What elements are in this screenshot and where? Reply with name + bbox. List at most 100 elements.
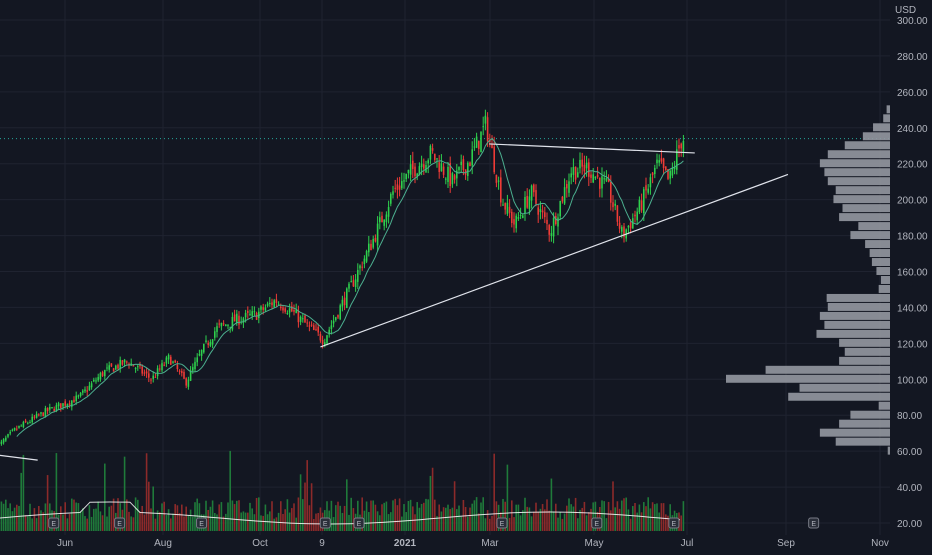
volume-bar xyxy=(478,513,480,531)
volume-bar xyxy=(441,511,443,531)
candle-body xyxy=(577,172,579,177)
candle[interactable] xyxy=(113,368,115,372)
volume-bar xyxy=(542,504,544,531)
candle-body xyxy=(86,390,88,391)
y-tick-label: 140.00 xyxy=(897,303,928,314)
volume-bar xyxy=(337,502,339,531)
earnings-marker[interactable]: E xyxy=(197,518,207,528)
candle-body xyxy=(225,324,227,325)
candle-body xyxy=(441,163,443,171)
earnings-marker[interactable]: E xyxy=(354,518,364,528)
volume-profile-bar xyxy=(850,231,890,239)
candle-body xyxy=(529,196,531,209)
candle-body xyxy=(214,331,216,337)
earnings-marker[interactable]: E xyxy=(115,518,125,528)
candle[interactable] xyxy=(42,412,44,416)
candle[interactable] xyxy=(273,299,275,308)
candle-body xyxy=(513,219,515,224)
volume-bar xyxy=(465,507,467,531)
volume-bar xyxy=(148,482,150,531)
candle-body xyxy=(12,430,14,431)
volume-bar xyxy=(665,514,667,531)
candle-body xyxy=(254,311,256,312)
candle-body xyxy=(346,288,348,307)
candle-body xyxy=(203,344,205,352)
volume-bar xyxy=(18,506,20,531)
candle-body xyxy=(452,173,454,184)
volume-bar xyxy=(174,504,176,531)
x-tick-label: Oct xyxy=(252,538,268,549)
earnings-marker[interactable]: E xyxy=(592,518,602,528)
candle-body xyxy=(401,181,403,188)
candle[interactable] xyxy=(339,304,341,321)
volume-bar xyxy=(133,517,135,531)
candle-body xyxy=(533,185,535,193)
earnings-marker[interactable]: E xyxy=(49,518,59,528)
candle-body xyxy=(518,217,520,219)
candle-body xyxy=(526,196,528,208)
volume-bar xyxy=(234,504,236,531)
volume-bar xyxy=(639,505,641,531)
volume-bar xyxy=(300,474,302,531)
y-tick-label: 300.00 xyxy=(897,16,928,27)
volume-profile-bar xyxy=(820,312,890,320)
volume-bar xyxy=(238,500,240,531)
candle-body xyxy=(469,163,471,167)
volume-bar xyxy=(509,518,511,531)
volume-bar xyxy=(80,512,82,531)
candle-body xyxy=(104,370,106,376)
volume-profile-bar xyxy=(858,222,890,230)
volume-bar xyxy=(315,514,317,531)
candle-body xyxy=(423,164,425,168)
candle-body xyxy=(207,343,209,345)
candle-body xyxy=(361,267,363,268)
volume-bar xyxy=(71,499,73,531)
volume-bar xyxy=(394,499,396,531)
candle-body xyxy=(586,163,588,169)
candle-body xyxy=(683,141,685,152)
candle[interactable] xyxy=(203,344,205,354)
candle-body xyxy=(606,178,608,181)
earnings-marker-label: E xyxy=(672,521,677,528)
candle-body xyxy=(614,204,616,206)
earnings-marker[interactable]: E xyxy=(669,518,679,528)
volume-bar xyxy=(67,518,69,531)
volume-bar xyxy=(225,514,227,531)
earnings-marker[interactable]: E xyxy=(320,518,330,528)
candle-body xyxy=(636,212,638,221)
volume-bar xyxy=(298,497,300,531)
volume-bar xyxy=(588,512,590,531)
candle[interactable] xyxy=(346,287,348,308)
candle-body xyxy=(75,396,77,402)
candle-body xyxy=(414,167,416,177)
candle-body xyxy=(320,334,322,340)
candle-body xyxy=(427,160,429,163)
earnings-marker[interactable]: E xyxy=(497,518,507,528)
candle-body xyxy=(144,373,146,374)
candle-body xyxy=(368,244,370,253)
candle-body xyxy=(227,325,229,326)
candle-body xyxy=(568,181,570,192)
volume-bar xyxy=(515,505,517,531)
candle-body xyxy=(271,302,273,305)
earnings-marker[interactable]: E xyxy=(809,518,819,528)
candle-body xyxy=(34,417,36,418)
y-tick-label: 20.00 xyxy=(897,519,922,530)
candle-body xyxy=(317,327,319,333)
candle-body xyxy=(359,266,361,269)
candle-body xyxy=(102,372,104,376)
volume-bar xyxy=(247,513,249,531)
candle-body xyxy=(645,185,647,190)
candle-body xyxy=(159,369,161,370)
candle[interactable] xyxy=(366,250,368,263)
candle[interactable] xyxy=(480,131,482,152)
candle-body xyxy=(350,281,352,282)
volume-bar xyxy=(452,508,454,531)
candle-body xyxy=(599,178,601,189)
candle-body xyxy=(161,363,163,370)
earnings-marker-label: E xyxy=(811,521,816,528)
volume-bar xyxy=(392,500,394,531)
volume-bar xyxy=(245,513,247,531)
